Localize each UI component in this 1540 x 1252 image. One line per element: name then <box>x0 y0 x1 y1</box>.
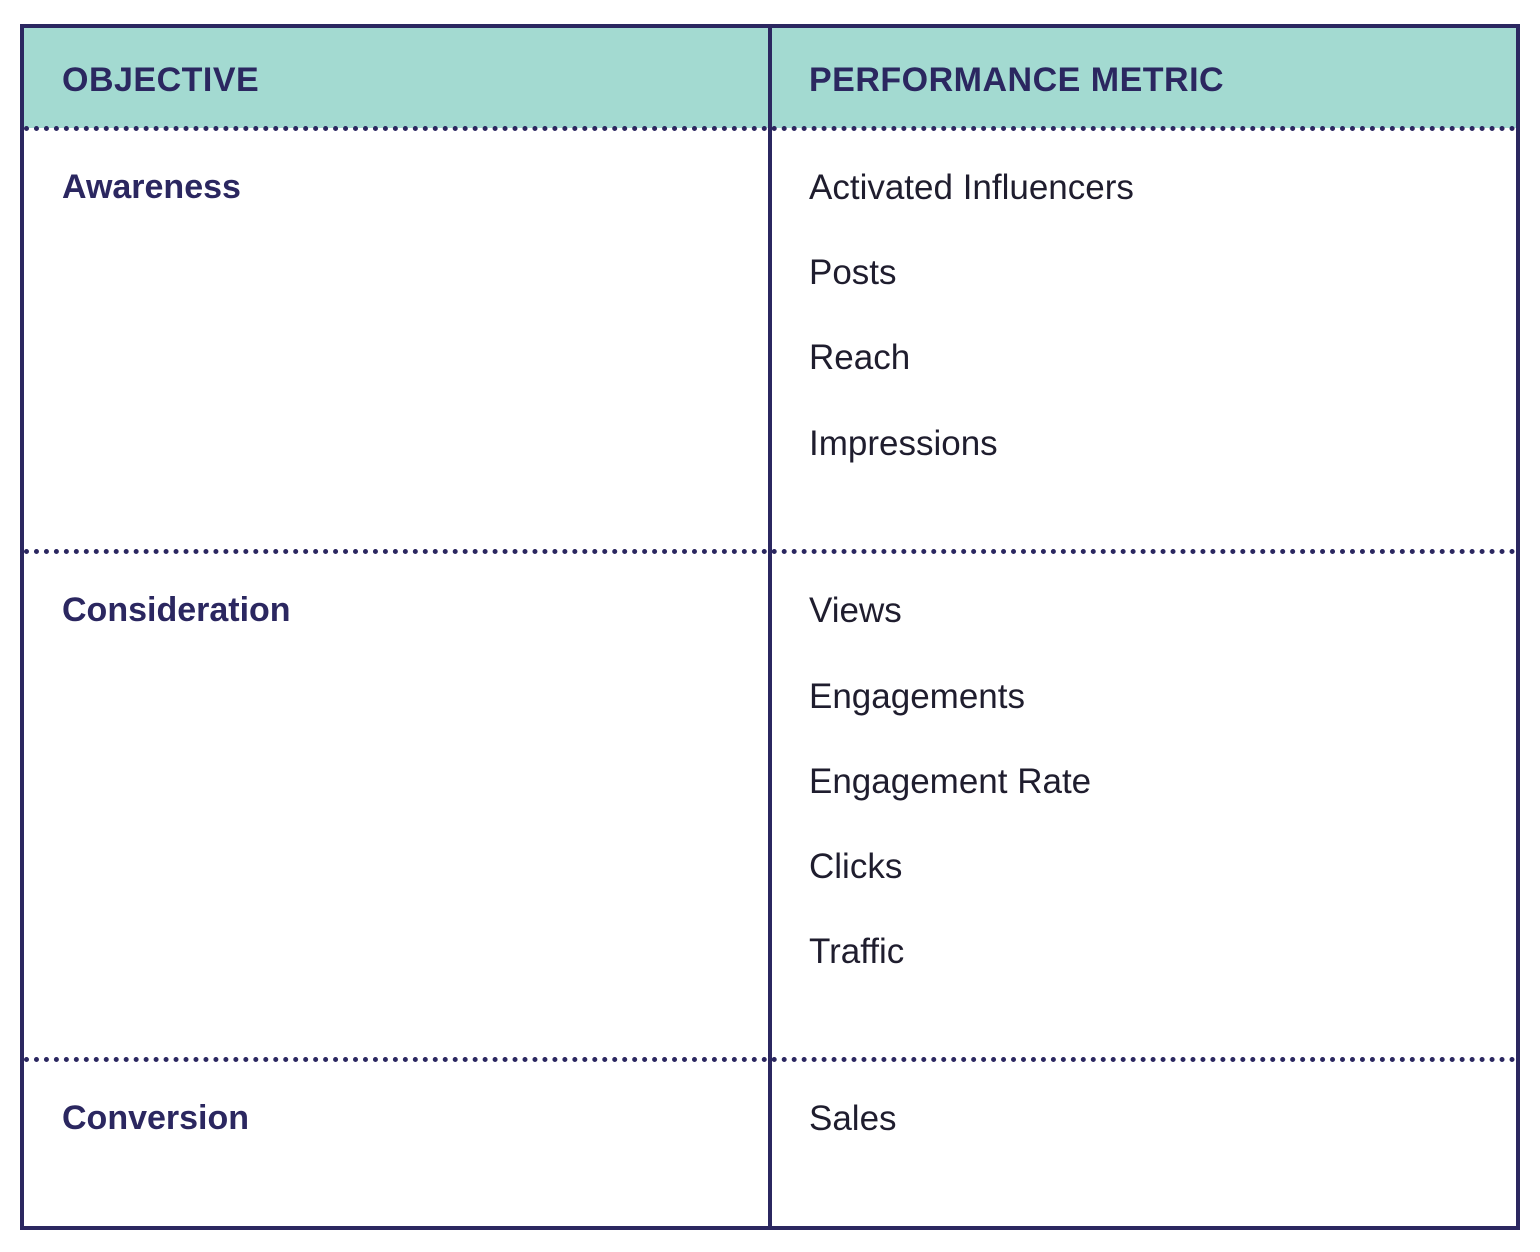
metric-item: Engagements <box>809 677 1025 716</box>
metric-item: Activated Influencers <box>809 168 1134 207</box>
column-divider <box>768 28 772 1226</box>
metric-item: Engagement Rate <box>809 762 1092 801</box>
objective-column-header: OBJECTIVE <box>62 61 260 99</box>
objective-awareness: Awareness <box>62 168 241 206</box>
metric-item: Sales <box>809 1099 897 1138</box>
row-separator <box>24 549 1516 554</box>
metric-item: Impressions <box>809 424 998 463</box>
objective-conversion: Conversion <box>62 1099 250 1137</box>
row-separator <box>24 126 1516 131</box>
row-separator <box>24 1057 1516 1062</box>
metric-column-header: PERFORMANCE METRIC <box>809 61 1225 99</box>
metrics-table: OBJECTIVE PERFORMANCE METRIC Awareness A… <box>20 24 1520 1230</box>
metric-item: Traffic <box>809 932 905 971</box>
metric-item: Posts <box>809 253 897 292</box>
objective-consideration: Consideration <box>62 591 291 629</box>
metric-item: Clicks <box>809 847 903 886</box>
metric-item: Reach <box>809 338 911 377</box>
metric-item: Views <box>809 591 902 630</box>
